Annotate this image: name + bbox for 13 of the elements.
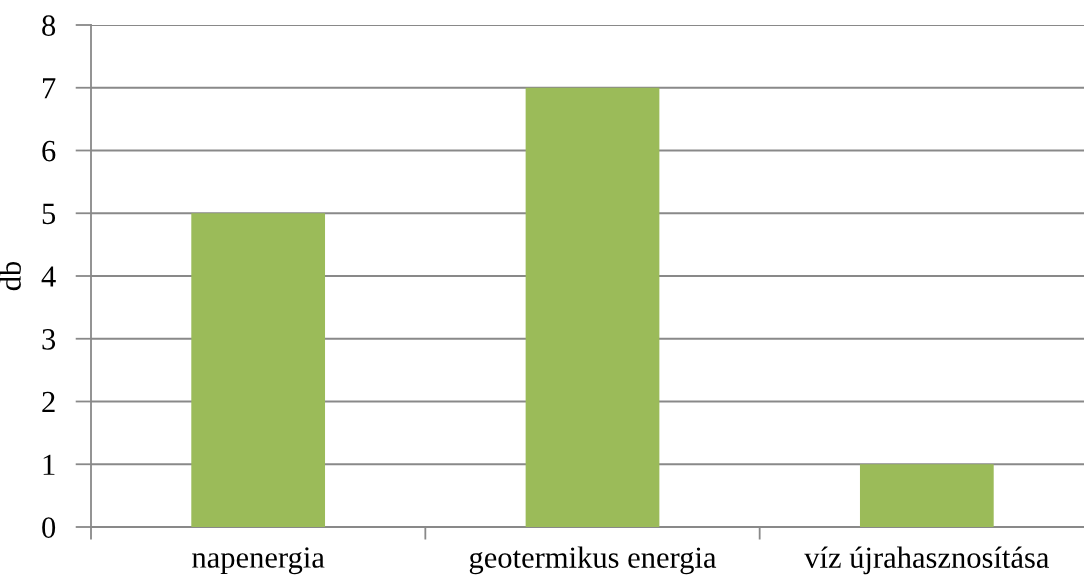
y-tick-label: 2 <box>42 391 55 413</box>
x-tick-label: víz újrahasznosítása <box>804 546 1050 575</box>
y-tick-label: 0 <box>42 517 56 538</box>
x-tick-label: napenergia <box>192 547 325 575</box>
y-tick-label: 3 <box>42 329 56 350</box>
y-tick-label: 7 <box>43 78 56 99</box>
y-tick-label: 1 <box>43 454 55 475</box>
y-tick-label: 4 <box>41 266 56 287</box>
y-tick-label: 5 <box>42 203 56 225</box>
y-axis-title: db <box>0 261 21 291</box>
y-tick-label: 8 <box>42 15 56 36</box>
y-tick-label: 6 <box>42 140 56 162</box>
x-tick-label: geotermikus energia <box>469 546 717 575</box>
